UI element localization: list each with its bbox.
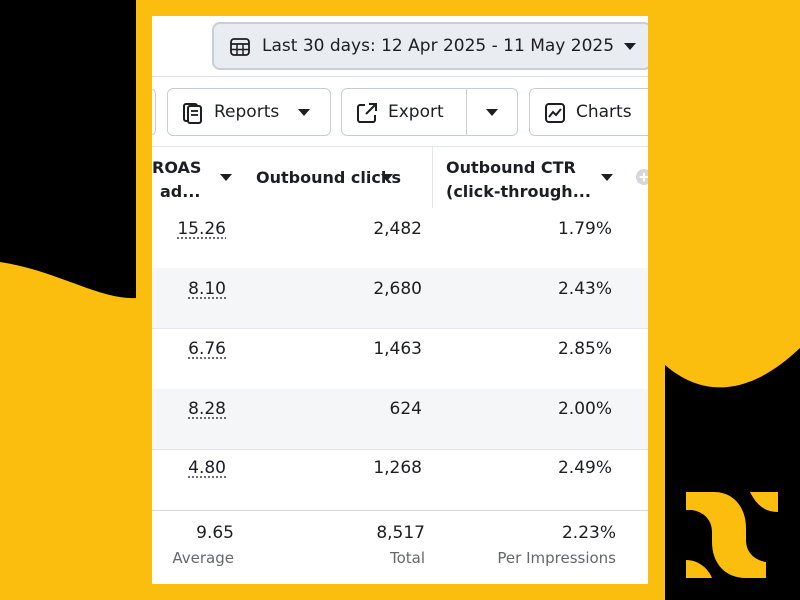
row-divider — [152, 328, 648, 329]
caret-down-icon[interactable] — [220, 174, 232, 182]
column-header-ctr-line2: (click-through... — [446, 182, 591, 201]
table-row[interactable]: 6.76 1,463 2.85% — [152, 329, 648, 389]
outbound-clicks-value: 2,482 — [373, 219, 422, 239]
charts-label: Charts — [576, 102, 632, 122]
export-options-button[interactable] — [466, 88, 518, 136]
reports-icon — [183, 103, 202, 124]
column-header-roas-line1: ROAS — [152, 158, 202, 177]
caret-down-icon[interactable] — [381, 174, 393, 182]
table-row[interactable]: 8.10 2,680 2.43% — [152, 268, 648, 328]
outbound-ctr-summary-label: Per Impressions — [497, 549, 616, 567]
column-header-roas[interactable]: ROAS ad... — [152, 156, 238, 204]
roas-value[interactable]: 15.26 — [177, 219, 226, 239]
outbound-ctr-value: 2.49% — [557, 458, 612, 478]
roas-value[interactable]: 6.76 — [188, 339, 226, 359]
roas-value[interactable]: 8.10 — [188, 279, 226, 299]
roas-average-label: Average — [172, 549, 234, 567]
charts-button[interactable]: Charts — [529, 88, 648, 136]
outbound-clicks-value: 2,680 — [373, 279, 422, 299]
outbound-ctr-summary: 2.23% — [561, 523, 616, 543]
toolbar-divider — [152, 76, 648, 77]
column-header-ctr-line1: Outbound CTR — [446, 158, 576, 177]
date-range-label: Last 30 days: 12 Apr 2025 - 11 May 2025 — [262, 36, 615, 56]
table-row[interactable]: 8.28 624 2.00% — [152, 389, 648, 449]
column-header-roas-line2: ad... — [160, 182, 201, 201]
caret-down-icon[interactable] — [601, 174, 613, 182]
roas-value[interactable]: 8.28 — [188, 399, 226, 419]
outbound-ctr-value: 2.00% — [557, 399, 612, 419]
export-button[interactable]: Export — [341, 88, 467, 136]
ads-report-panel: Last 30 days: 12 Apr 2025 - 11 May 2025 … — [152, 16, 648, 584]
caret-down-icon — [486, 109, 498, 116]
row-divider — [152, 449, 648, 450]
outbound-ctr-value: 2.85% — [557, 339, 612, 359]
summary-row: 9.65 Average 8,517 Total 2.23% Per Impre… — [152, 511, 648, 584]
hidden-toolbar-button[interactable] — [152, 88, 156, 136]
reports-button[interactable]: Reports — [167, 88, 331, 136]
header-top-divider — [152, 146, 648, 147]
outbound-ctr-value: 1.79% — [557, 219, 612, 239]
summary-divider — [152, 510, 648, 511]
reports-label: Reports — [214, 102, 280, 122]
caret-down-icon — [298, 109, 310, 116]
outbound-clicks-value: 624 — [389, 399, 422, 419]
caret-down-icon — [624, 43, 636, 50]
outbound-clicks-total-label: Total — [389, 549, 425, 567]
calendar-icon — [230, 38, 250, 56]
outbound-clicks-value: 1,463 — [373, 339, 422, 359]
column-header-outbound-clicks[interactable]: Outbound clicks — [256, 168, 401, 187]
add-column-icon[interactable] — [635, 168, 648, 186]
outbound-ctr-value: 2.43% — [557, 279, 612, 299]
column-header-outbound-ctr[interactable]: Outbound CTR (click-through... — [446, 156, 591, 204]
roas-value[interactable]: 4.80 — [188, 458, 226, 478]
outbound-clicks-value: 1,268 — [373, 458, 422, 478]
column-divider — [432, 146, 433, 208]
export-label: Export — [388, 102, 444, 122]
roas-average: 9.65 — [196, 523, 234, 543]
table-row[interactable]: 4.80 1,268 2.49% — [152, 450, 648, 510]
outbound-clicks-total: 8,517 — [376, 523, 425, 543]
table-row[interactable]: 15.26 2,482 1.79% — [152, 208, 648, 268]
date-range-picker[interactable]: Last 30 days: 12 Apr 2025 - 11 May 2025 — [212, 22, 648, 70]
export-icon — [357, 103, 377, 123]
charts-icon — [545, 103, 565, 123]
brand-logo — [686, 492, 778, 578]
